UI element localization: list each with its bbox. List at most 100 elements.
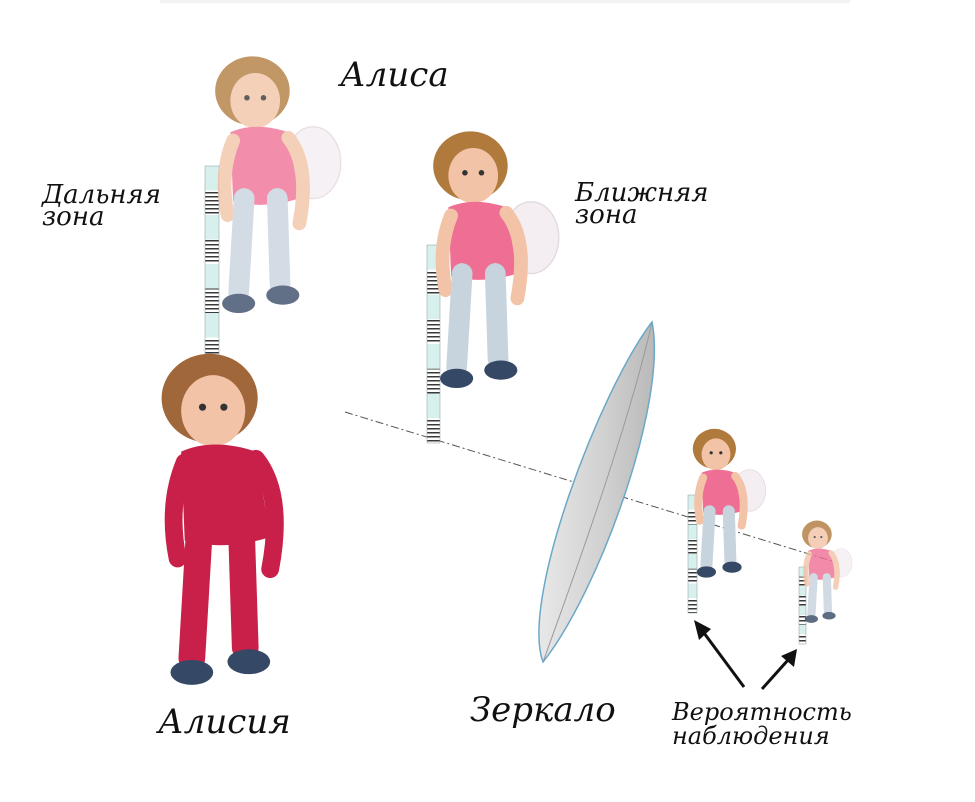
bar-segment	[688, 598, 697, 613]
eye	[478, 170, 485, 176]
child-alisa-far	[215, 56, 342, 314]
leg	[446, 263, 473, 378]
arm	[499, 205, 528, 306]
shoe	[696, 566, 716, 578]
label-near-zone: Ближняя зона	[575, 180, 709, 228]
label-far-zone: Дальняя зона	[42, 180, 161, 232]
bar-segment	[427, 319, 440, 344]
bar-segment	[688, 583, 697, 599]
bar-segment	[205, 190, 219, 215]
bar-far-zone	[204, 165, 220, 363]
arm	[247, 449, 284, 579]
shirt	[701, 469, 742, 515]
bar-segment	[427, 294, 440, 320]
bar-segment	[799, 595, 806, 606]
arrows	[694, 620, 797, 691]
bar-segment	[688, 509, 697, 525]
eye	[719, 451, 723, 455]
shoe	[822, 611, 836, 620]
arm	[803, 551, 812, 587]
face	[808, 527, 828, 550]
arrow-right-head	[781, 649, 797, 667]
bar-segment	[799, 567, 806, 577]
child-alisia	[161, 353, 284, 685]
leg	[178, 523, 213, 672]
shirt	[230, 126, 300, 205]
shoe	[266, 285, 300, 305]
label-alisia: Алисия	[158, 702, 291, 742]
face	[448, 147, 499, 204]
leg	[228, 523, 259, 661]
arrow-left	[702, 632, 746, 688]
bar-segment	[205, 313, 219, 338]
bar-segment	[688, 554, 697, 569]
leg	[484, 263, 509, 370]
leg	[822, 573, 833, 616]
leg	[266, 188, 291, 295]
label-probability-line1: Вероятность	[672, 698, 852, 726]
bar-outline	[798, 566, 807, 645]
bar-segment	[205, 166, 219, 191]
shirt	[808, 548, 836, 580]
shoe	[170, 659, 214, 685]
label-far-zone-line1: Дальняя	[42, 180, 161, 210]
shirt	[448, 201, 518, 280]
shoe	[440, 368, 474, 389]
bar-segment	[799, 605, 806, 616]
bar-outline	[426, 244, 441, 444]
child-small-2	[802, 520, 853, 623]
eye	[820, 535, 823, 539]
arm	[217, 133, 241, 222]
eye	[244, 95, 250, 101]
label-probability: Вероятность наблюдения	[672, 700, 852, 748]
eye	[462, 170, 468, 176]
bar-segment	[688, 539, 697, 554]
shoe	[804, 615, 818, 623]
leg	[228, 188, 255, 303]
arm	[435, 208, 459, 297]
bar-segment	[427, 344, 440, 369]
shirt	[181, 444, 271, 546]
shoe	[484, 360, 518, 380]
child-small-1	[692, 428, 767, 578]
child-alisa-near	[433, 131, 560, 389]
leg	[807, 573, 818, 619]
leg	[722, 505, 737, 567]
bar-segment	[427, 368, 440, 394]
arrow-left-head	[694, 620, 711, 640]
bar-segment	[205, 288, 219, 313]
leg	[700, 505, 716, 572]
bar-segment	[205, 215, 219, 240]
shoe	[222, 293, 256, 314]
arm	[731, 472, 748, 530]
bar-segment	[799, 615, 806, 625]
label-mirror: Зеркало	[470, 690, 616, 730]
bar-outline	[687, 494, 698, 614]
eye	[260, 95, 267, 101]
bar-segment	[205, 264, 219, 289]
bar-small-2	[798, 566, 807, 645]
eye	[813, 535, 816, 539]
label-alisa: Алиса	[340, 55, 449, 95]
top-edge	[160, 0, 850, 3]
child-figures	[161, 56, 853, 685]
bar-segment	[799, 586, 806, 596]
face	[701, 438, 731, 471]
bar-segment	[688, 568, 697, 584]
arrow-right	[760, 658, 790, 691]
shoe	[227, 649, 271, 675]
eye	[709, 451, 713, 455]
bar-segment	[427, 393, 440, 419]
eye	[220, 403, 228, 411]
arm	[164, 453, 194, 568]
eye	[198, 403, 207, 411]
bar-small-1	[687, 494, 698, 614]
label-far-zone-line2: зона	[42, 202, 105, 232]
bar-segment	[205, 239, 219, 264]
face	[181, 375, 246, 447]
bar-segment	[688, 495, 697, 510]
shoe	[722, 561, 742, 573]
bar-segment	[799, 634, 806, 644]
arm	[281, 130, 310, 231]
